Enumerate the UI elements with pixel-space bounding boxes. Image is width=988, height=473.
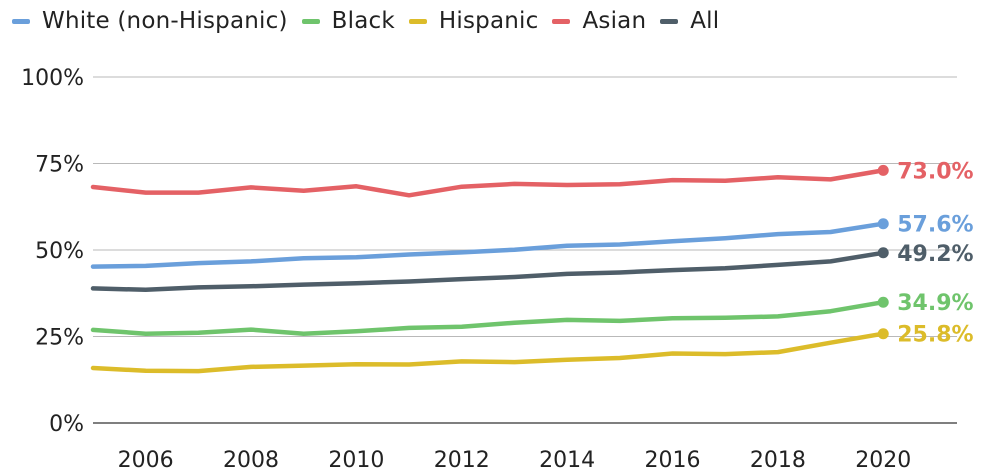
y-tick-label-100: 100% xyxy=(21,66,84,91)
end-marker-hispanic xyxy=(877,328,889,340)
end-label-black: 34.9% xyxy=(897,291,973,316)
legend-swatch-all xyxy=(660,18,679,24)
legend-item-all: All xyxy=(660,8,719,34)
legend-swatch-white xyxy=(12,18,30,24)
legend-item-black: Black xyxy=(301,8,395,34)
end-markers xyxy=(877,164,889,340)
legend-label-white: White (non-Hispanic) xyxy=(42,8,288,34)
y-tick-label-75: 75% xyxy=(35,153,84,178)
x-tick-label-2020: 2020 xyxy=(855,448,911,473)
legend-item-hispanic: Hispanic xyxy=(408,8,539,34)
x-tick-label-2018: 2018 xyxy=(750,448,806,473)
legend-swatch-hispanic xyxy=(408,18,427,24)
series-line-hispanic xyxy=(90,331,886,374)
series-line-white-non-hispanic xyxy=(90,221,886,269)
legend-label-asian: Asian xyxy=(582,8,647,34)
end-label-all: 49.2% xyxy=(897,242,973,267)
x-tick-label-2006: 2006 xyxy=(118,448,174,473)
legend: White (non-Hispanic) Black Hispanic Asia… xyxy=(12,4,719,38)
legend-label-black: Black xyxy=(331,8,395,34)
end-labels: 57.6% 34.9% 25.8% 73.0% 49.2% xyxy=(897,159,973,347)
end-marker-black xyxy=(877,296,889,308)
series-line-black xyxy=(90,299,886,336)
legend-swatch-black xyxy=(301,18,320,24)
y-tick-label-50: 50% xyxy=(35,239,84,264)
x-tick-label-2016: 2016 xyxy=(645,448,701,473)
x-tick-label-2010: 2010 xyxy=(328,448,384,473)
legend-item-asian: Asian xyxy=(552,8,646,34)
series-line-all xyxy=(90,250,886,293)
legend-swatch-asian xyxy=(552,18,571,24)
end-label-asian: 73.0% xyxy=(897,159,973,184)
end-label-hispanic: 25.8% xyxy=(897,323,973,348)
end-marker-all xyxy=(877,247,889,259)
gridlines xyxy=(93,76,957,424)
x-tick-label-2014: 2014 xyxy=(539,448,595,473)
end-marker-asian xyxy=(877,164,889,176)
legend-label-hispanic: Hispanic xyxy=(438,8,539,34)
x-tick-label-2008: 2008 xyxy=(223,448,279,473)
x-tick-label-2012: 2012 xyxy=(434,448,490,473)
series-line-asian xyxy=(90,168,886,198)
series-lines xyxy=(90,168,886,374)
y-axis-ticks: 0% 25% 50% 75% 100% xyxy=(21,66,84,437)
end-label-white-non-hispanic: 57.6% xyxy=(897,213,973,238)
legend-label-all: All xyxy=(690,8,720,34)
legend-item-white: White (non-Hispanic) xyxy=(12,8,288,34)
y-tick-label-0: 0% xyxy=(49,412,84,437)
y-tick-label-25: 25% xyxy=(35,326,84,351)
end-marker-white-non-hispanic xyxy=(877,218,889,230)
x-axis-ticks: 2006 2008 2010 2012 2014 2016 2018 2020 xyxy=(118,448,912,473)
